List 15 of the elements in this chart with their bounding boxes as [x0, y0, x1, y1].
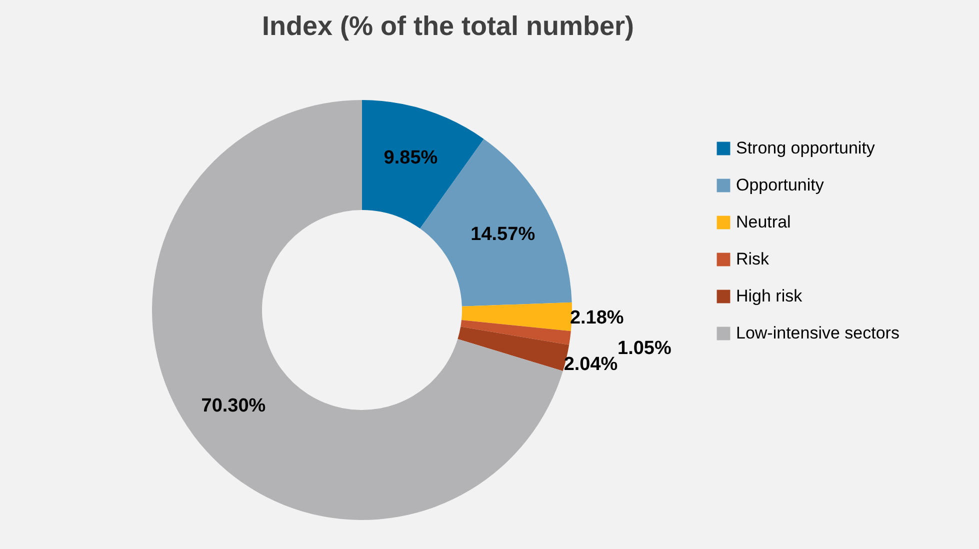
donut-slice — [152, 100, 563, 520]
data-label: 70.30% — [201, 395, 266, 416]
donut-slice — [460, 320, 571, 345]
legend-label: Strong opportunity — [736, 138, 876, 158]
data-label: 1.05% — [618, 338, 672, 359]
donut-slice — [461, 302, 572, 332]
data-label: 2.04% — [564, 354, 618, 375]
legend-label: Neutral — [736, 212, 791, 232]
legend-label: Opportunity — [736, 176, 824, 194]
chart-title: Index (% of the total number) — [262, 11, 634, 41]
legend-label: High risk — [736, 286, 803, 306]
data-label: 14.57% — [470, 224, 536, 246]
data-label: 9.85% — [384, 148, 438, 169]
legend-label: Risk — [736, 250, 770, 268]
legend-label: Low-intensive sectors — [736, 324, 900, 342]
